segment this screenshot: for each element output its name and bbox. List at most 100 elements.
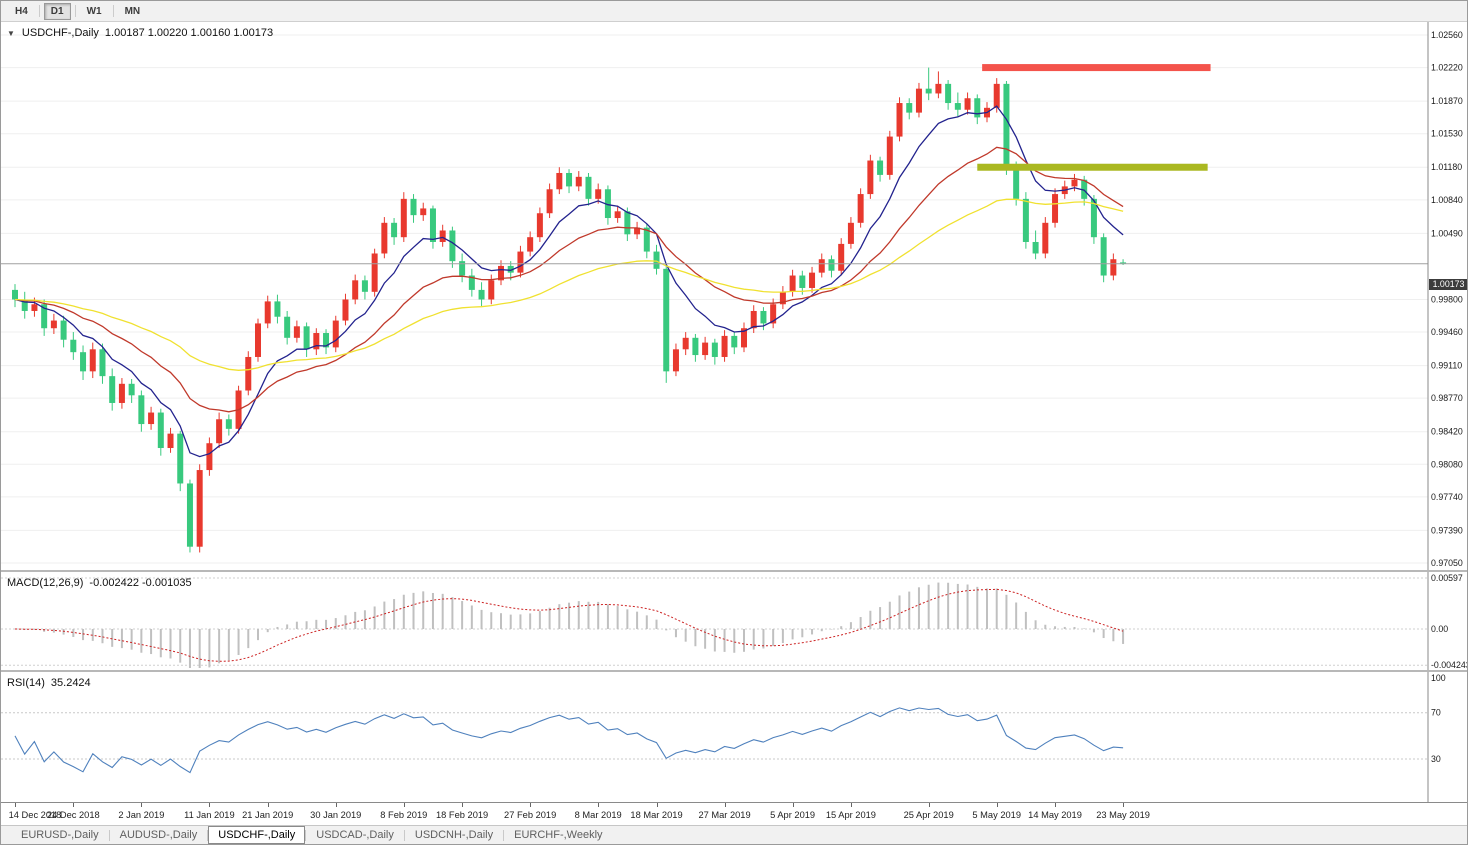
svg-text:0.00597: 0.00597 [1431,573,1463,583]
toolbar-separator [38,5,40,17]
svg-text:1.00840: 1.00840 [1431,195,1463,205]
svg-text:0.99460: 0.99460 [1431,327,1463,337]
date-label: 23 May 2019 [1096,810,1150,820]
tab-separator [503,829,505,841]
svg-text:30: 30 [1431,754,1441,764]
timeframe-h4-button[interactable]: H4 [8,3,35,20]
date-tick [598,803,600,807]
resistance-line[interactable] [982,64,1211,72]
macd-axis[interactable]: 0.00597 0.00 -0.004243 [1427,572,1468,670]
date-tick [73,803,75,807]
tab-separator [403,829,405,841]
date-label: 2 Jan 2019 [118,810,165,820]
svg-text:1.02560: 1.02560 [1431,30,1463,40]
date-tick [403,803,405,807]
svg-text:0.97740: 0.97740 [1431,492,1463,502]
panel-divider[interactable] [1,570,1467,572]
macd-signal-line [14,588,1124,662]
symbol-timeframe-label: USDCHF-,Daily [21,27,99,39]
date-tick [928,803,930,807]
date-axis[interactable]: 14 Dec 2018 24 Dec 2018 2 Jan 2019 11 Jan 2… [1,802,1467,827]
date-label: 21 Jan 2019 [242,810,294,820]
macd-values: -0.002422 -0.001035 [89,577,192,589]
symbol-expand-icon[interactable]: ▼ [7,28,15,38]
rsi-title: RSI(14) [7,677,45,689]
macd-gridlines [1,577,1428,666]
date-tick [996,803,998,807]
ma-medium-line [14,146,1124,413]
macd-histogram [23,582,1125,668]
svg-text:0.99800: 0.99800 [1431,294,1463,304]
ma-fast-line [14,105,1124,458]
date-label: 30 Jan 2019 [310,810,362,820]
price-axis[interactable]: 1.02560 1.02220 1.01870 1.01530 1.01180 1.008… [1427,22,1463,570]
timeframe-toolbar: H4 D1 W1 MN [1,1,1467,22]
date-tick [15,803,16,807]
date-label: 18 Feb 2019 [436,810,489,820]
tab-usdchf-daily[interactable]: USDCHF-,Daily [208,826,306,844]
support-line[interactable] [977,163,1208,171]
macd-title: MACD(12,26,9) [7,577,84,589]
rsi-levels [1,712,1428,760]
date-label: 5 May 2019 [972,810,1022,820]
rsi-panel[interactable]: 100 70 30 RSI(14) 35.2424 [1,672,1467,802]
svg-text:0.98770: 0.98770 [1431,393,1463,403]
date-tick [141,803,143,807]
rsi-axis[interactable]: 100 70 30 [1427,672,1446,802]
tab-usdcnh-daily[interactable]: USDCNH-,Daily [414,829,494,841]
tab-eurchf-weekly[interactable]: EURCHF-,Weekly [514,829,603,841]
svg-text:0.97050: 0.97050 [1431,558,1463,568]
tab-eurusd-daily[interactable]: EURUSD-,Daily [21,829,99,841]
svg-text:0.98420: 0.98420 [1431,427,1463,437]
chart-header: ▼ USDCHF-,Daily 1.00187 1.00220 1.00160 … [7,27,273,39]
date-tick [1123,803,1125,807]
tab-separator [108,829,110,841]
price-gridlines [1,34,1428,564]
date-label: 27 Mar 2019 [698,810,751,820]
svg-text:70: 70 [1431,708,1441,718]
candlestick-series [12,67,1127,553]
date-tick [462,803,464,807]
svg-text:100: 100 [1431,673,1446,683]
rsi-header: RSI(14) 35.2424 [7,677,91,689]
date-label: 18 Mar 2019 [630,810,683,820]
date-label: 24 Dec 2018 [46,810,100,820]
timeframe-w1-button[interactable]: W1 [80,3,109,20]
timeframe-mn-button[interactable]: MN [118,3,148,20]
tab-separator [305,829,307,841]
date-label: 14 Dec 2018 [8,810,62,820]
svg-text:1.01180: 1.01180 [1431,162,1462,172]
ma-slow-line [14,198,1124,371]
svg-text:0.98080: 0.98080 [1431,459,1463,469]
date-tick [267,803,269,807]
tab-audusd-daily[interactable]: AUDUSD-,Daily [119,829,198,841]
svg-text:1.01870: 1.01870 [1431,96,1463,106]
date-label: 8 Mar 2019 [574,810,622,820]
svg-text:1.01530: 1.01530 [1431,129,1463,139]
main-chart-panel[interactable]: 1.02560 1.02220 1.01870 1.01530 1.01180 1.008… [1,22,1467,570]
date-tick [209,803,211,807]
svg-text:0.99110: 0.99110 [1431,361,1462,371]
panel-divider[interactable] [1,670,1467,672]
svg-text:0.97390: 0.97390 [1431,525,1463,535]
date-tick [792,803,794,807]
macd-panel[interactable]: 0.00597 0.00 -0.004243 MACD(12,26,9) -0.00… [1,572,1468,670]
date-label: 14 May 2019 [1028,810,1082,820]
current-price-tag: 1.00173 [1429,279,1467,291]
date-tick [850,803,852,807]
macd-header: MACD(12,26,9) -0.002422 -0.001035 [7,577,192,589]
svg-text:-0.004243: -0.004243 [1431,660,1468,670]
date-label: 25 Apr 2019 [903,810,954,820]
svg-text:1.00490: 1.00490 [1431,228,1463,238]
tab-usdcad-daily[interactable]: USDCAD-,Daily [316,829,394,841]
date-label: 15 Apr 2019 [825,810,876,820]
toolbar-separator [112,5,114,17]
date-tick [530,803,532,807]
date-tick [724,803,726,807]
timeframe-d1-button[interactable]: D1 [43,2,71,20]
date-label: 11 Jan 2019 [184,810,235,820]
svg-text:0.00: 0.00 [1431,624,1448,634]
tab-separator [207,829,209,841]
chart-tabs: EURUSD-,Daily AUDUSD-,Daily USDCHF-,Dail… [1,825,1467,844]
